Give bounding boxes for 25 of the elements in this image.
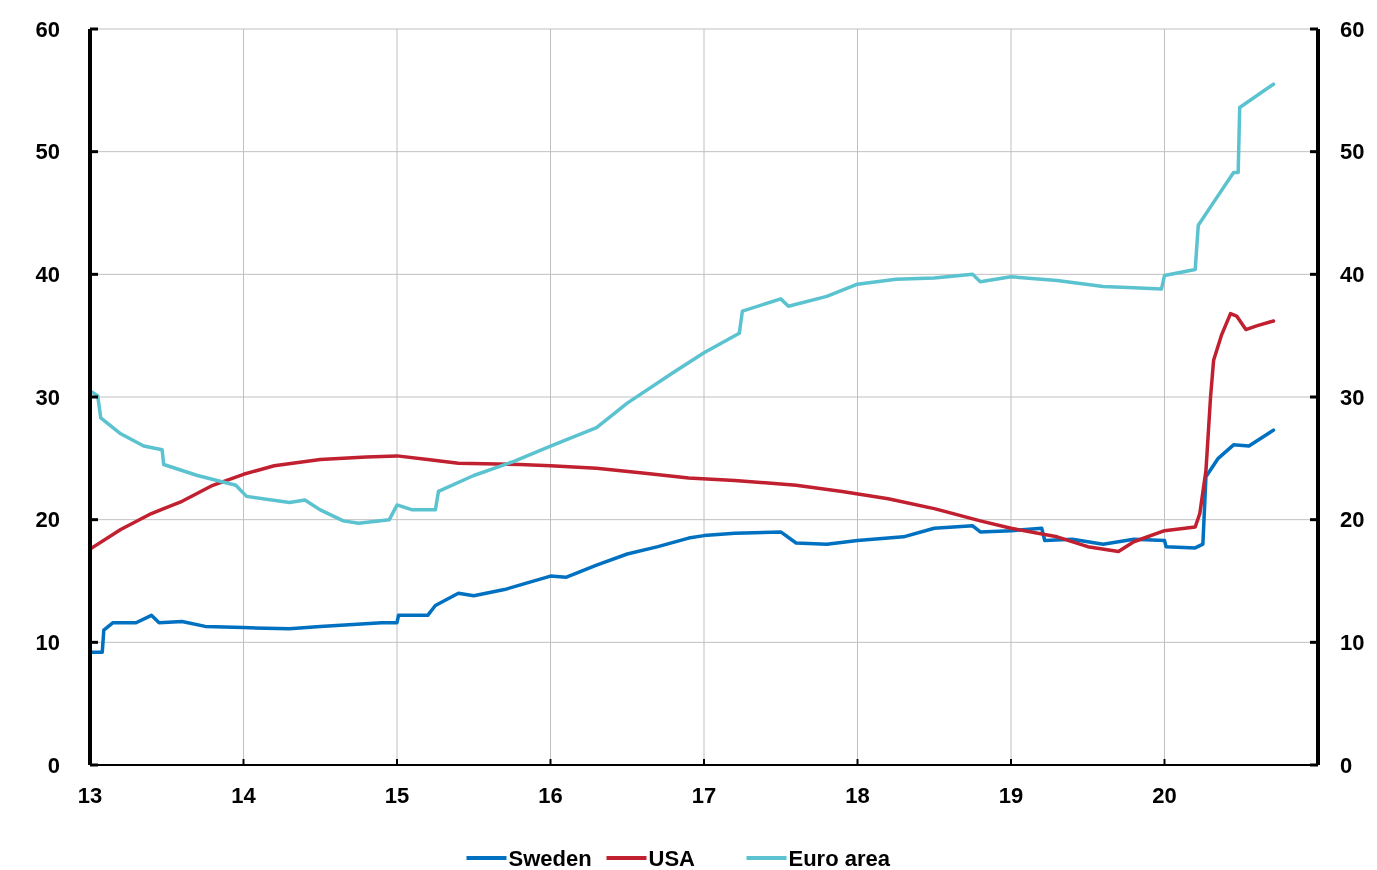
y-tick-label: 30 xyxy=(35,384,60,410)
legend-label: Euro area xyxy=(788,845,891,870)
x-tick-label: 19 xyxy=(998,783,1024,808)
y-tick-label: 50 xyxy=(35,139,60,165)
x-tick-label: 13 xyxy=(77,783,103,808)
y2-tick-label: 30 xyxy=(1340,384,1365,410)
y-tick-label: 0 xyxy=(47,752,60,778)
y2-tick-label: 0 xyxy=(1340,752,1353,778)
x-tick-label: 15 xyxy=(384,783,410,808)
legend-label: Sweden xyxy=(508,845,592,870)
y2-tick-label: 10 xyxy=(1340,630,1365,656)
x-tick-label: 18 xyxy=(845,783,870,808)
x-tick-label: 17 xyxy=(691,783,717,808)
x-tick-label: 14 xyxy=(231,783,257,808)
y2-tick-label: 50 xyxy=(1340,139,1365,165)
x-tick-label: 20 xyxy=(1152,783,1177,808)
y2-tick-label: 60 xyxy=(1340,16,1365,42)
x-tick-label: 16 xyxy=(538,783,563,808)
y-tick-label: 20 xyxy=(35,507,60,533)
y-tick-label: 40 xyxy=(35,262,60,288)
y2-tick-label: 40 xyxy=(1340,262,1365,288)
y-tick-label: 10 xyxy=(35,630,60,656)
y-tick-label: 60 xyxy=(35,16,60,42)
y2-tick-label: 20 xyxy=(1340,507,1365,533)
legend-label: USA xyxy=(648,845,696,870)
